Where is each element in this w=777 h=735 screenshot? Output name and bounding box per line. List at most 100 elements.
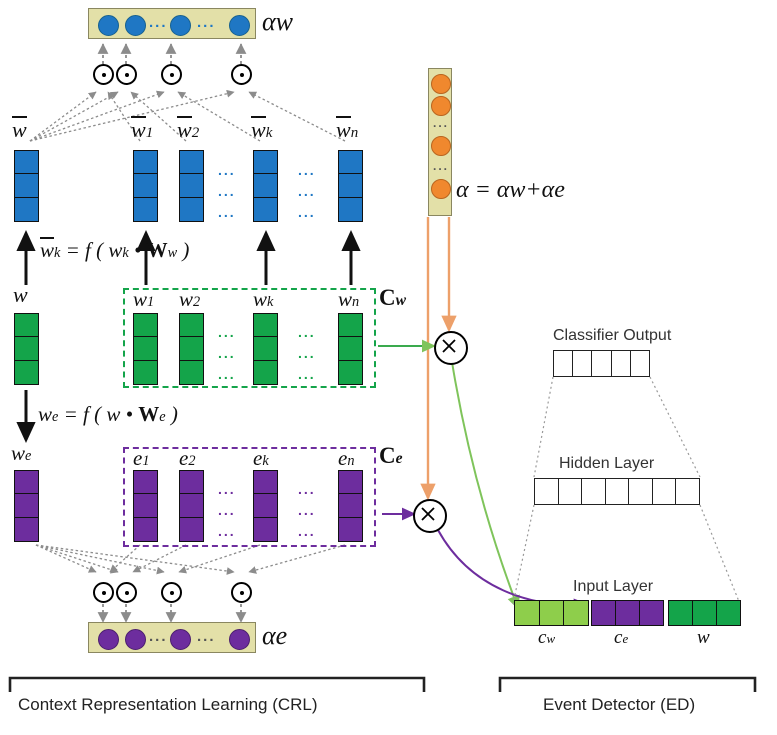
wbar-to-hadamard-arrows (29, 89, 346, 142)
multiply-node-cw (434, 331, 468, 365)
wbar1-label: w1 (131, 116, 154, 142)
equation-wbar: wk = f ( wk • Ww ) (40, 237, 190, 262)
wk-label: wk (253, 287, 274, 311)
e2-label: e2 (179, 446, 196, 470)
alpha-w-node (170, 15, 191, 36)
input-cell (564, 601, 588, 625)
ed-network-connectors (512, 376, 741, 605)
en-vector (338, 470, 363, 542)
wbar-ellipsis-left: ......... (218, 162, 236, 220)
alpha-vector-ellipsis: ... (433, 116, 450, 130)
alphaw-up-arrows (97, 43, 247, 64)
en-label: en (338, 446, 355, 470)
hadamard-node-e (161, 582, 182, 603)
alpha-vector-ellipsis: ... (433, 159, 450, 173)
input-segment-w (668, 600, 741, 626)
alpha-node (431, 179, 451, 199)
hadamard-node-w (161, 64, 182, 85)
wbar2-label: w2 (177, 116, 200, 142)
input-cell (693, 601, 717, 625)
wbarn-label: wn (336, 116, 359, 142)
input-cell (592, 601, 616, 625)
wbar-vector (14, 150, 39, 222)
alpha-e-ellipsis: ... (149, 628, 168, 645)
w2-vector (179, 313, 204, 385)
hadamard-node-e (93, 582, 114, 603)
alpha-node (431, 74, 451, 94)
input-ce-label: ce (614, 627, 629, 648)
alpha-sum-label: α = αw+αe (456, 177, 565, 203)
alpha-e-label: αe (262, 621, 288, 650)
alpha-w-ellipsis: ... (197, 14, 216, 31)
crl-caption: Context Representation Learning (CRL) (18, 695, 318, 714)
alpha-w-node (125, 15, 146, 36)
hidden-cell (653, 479, 677, 504)
hidden-layer (534, 478, 700, 505)
hadamard-node-e (116, 582, 137, 603)
wn-label: wn (338, 287, 360, 311)
alpha-vector: ... ... (428, 68, 452, 216)
hidden-cell (582, 479, 606, 504)
ce-label: Ce (379, 443, 403, 468)
alpha-e-node (229, 629, 250, 650)
wbar-ellipsis-right: ......... (298, 162, 316, 220)
classifier-cell (612, 351, 631, 376)
w1-label: w1 (133, 287, 155, 311)
alpha-w-attention-bar: ... ... (88, 8, 256, 39)
hidden-cell (676, 479, 699, 504)
classifier-cell (592, 351, 612, 376)
w-ellipsis-left: ......... (218, 324, 236, 382)
wbar1-vector (133, 150, 158, 222)
input-cell (515, 601, 540, 625)
input-layer-label: Input Layer (573, 578, 654, 595)
w1-vector (133, 313, 158, 385)
wbar2-vector (179, 150, 204, 222)
ce-context-box (123, 447, 376, 547)
w-ellipsis-right: ......... (298, 324, 316, 382)
alpha-w-node (98, 15, 119, 36)
classifier-cell (631, 351, 649, 376)
w-label: w (13, 282, 28, 307)
input-cell (640, 601, 663, 625)
alpha-w-node (229, 15, 250, 36)
we-vector (14, 470, 39, 542)
alpha-e-node (170, 629, 191, 650)
alpha-node (431, 136, 451, 156)
ed-caption: Event Detector (ED) (543, 695, 696, 714)
ek-label: ek (253, 446, 269, 470)
input-segment-ce (591, 600, 664, 626)
hidden-cell (559, 479, 583, 504)
alpha-w-label: αw (262, 7, 293, 36)
hidden-cell (535, 479, 559, 504)
e-ellipsis-left: ......... (218, 481, 236, 539)
input-cell (669, 601, 693, 625)
wn-vector (338, 313, 363, 385)
input-cell (540, 601, 565, 625)
wbark-vector (253, 150, 278, 222)
classifier-cell (573, 351, 593, 376)
alpha-e-ellipsis: ... (197, 628, 216, 645)
alpha-e-node (98, 629, 119, 650)
alpha-e-node (125, 629, 146, 650)
classifier-output-layer (553, 350, 650, 377)
input-cw-label: cw (538, 627, 556, 648)
hadamard-node-w (231, 64, 252, 85)
hidden-cell (606, 479, 630, 504)
cw-label: Cw (379, 285, 407, 310)
alpha-e-attention-bar: ... ... (88, 622, 256, 653)
classifier-output-label: Classifier Output (553, 327, 672, 344)
we-label: we (11, 441, 32, 465)
alpha-w-ellipsis: ... (149, 14, 168, 31)
ek-vector (253, 470, 278, 542)
alphae-down-arrows (97, 604, 247, 623)
multiply-to-input-ce-curve (437, 529, 588, 612)
e2-vector (179, 470, 204, 542)
e1-label: e1 (133, 446, 150, 470)
wbarn-vector (338, 150, 363, 222)
cw-context-box (123, 288, 376, 388)
w2-label: w2 (179, 287, 201, 311)
e-to-hadamard-arrows (35, 544, 346, 575)
hidden-layer-label: Hidden Layer (559, 455, 655, 472)
